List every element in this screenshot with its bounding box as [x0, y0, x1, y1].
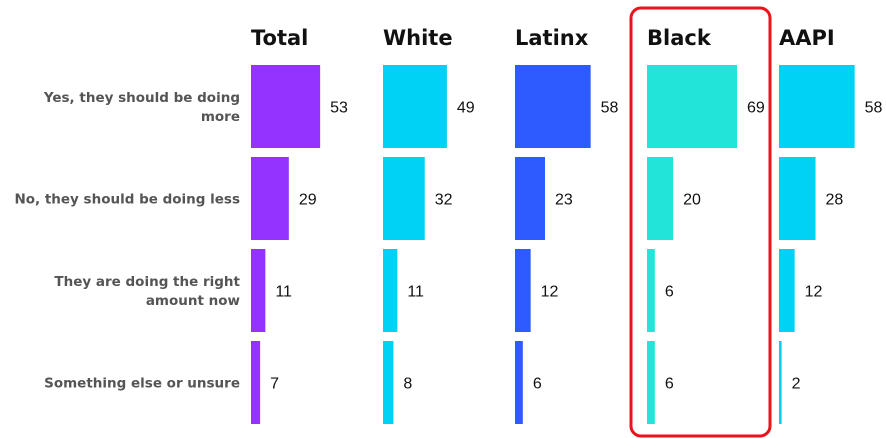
bar — [383, 341, 394, 424]
bar — [251, 65, 321, 148]
row-label: They are doing the right amount now — [54, 274, 240, 309]
bar — [515, 157, 545, 240]
row-label: Yes, they should be doing more — [43, 90, 240, 125]
bar-value-label: 32 — [435, 192, 453, 209]
bar-value-label: 7 — [270, 376, 279, 393]
bar-value-label: 23 — [555, 192, 573, 209]
bar — [251, 341, 261, 424]
bar-value-label: 58 — [601, 100, 619, 117]
bar — [647, 249, 655, 332]
row-label: No, they should be doing less — [14, 192, 240, 208]
row-label: Something else or unsure — [44, 376, 240, 392]
bar — [779, 249, 795, 332]
bar — [515, 249, 531, 332]
row-label-line: No, they should be doing less — [14, 192, 240, 208]
bar-value-label: 6 — [665, 376, 674, 393]
bar-value-label: 58 — [865, 100, 883, 117]
bar — [251, 249, 266, 332]
bar — [515, 65, 591, 148]
bar-value-label: 11 — [275, 284, 292, 301]
column-title: White — [383, 26, 453, 50]
row-label-line: Something else or unsure — [44, 376, 240, 392]
bar — [647, 65, 737, 148]
bar — [251, 157, 289, 240]
row-label-line: more — [201, 109, 240, 125]
bar-value-label: 29 — [299, 192, 317, 209]
bar — [383, 65, 447, 148]
bar-value-label: 69 — [747, 100, 765, 117]
bar-value-label: 12 — [541, 284, 559, 301]
bar-value-label: 20 — [683, 192, 701, 209]
bar — [515, 341, 523, 424]
bar-value-label: 2 — [792, 376, 801, 393]
bar-value-label: 8 — [403, 376, 412, 393]
column-title: Total — [251, 26, 308, 50]
column-title: AAPI — [779, 26, 835, 50]
bar — [779, 157, 816, 240]
bar — [647, 341, 655, 424]
bar — [779, 341, 782, 424]
row-label-line: Yes, they should be doing — [43, 90, 240, 106]
column-title: Black — [647, 26, 712, 50]
bar — [383, 249, 398, 332]
bar — [779, 65, 855, 148]
highlight-box — [629, 6, 772, 438]
bar — [647, 157, 674, 240]
bar-value-label: 12 — [805, 284, 823, 301]
row-label-line: They are doing the right — [54, 274, 240, 290]
bar-value-label: 6 — [665, 284, 674, 301]
bar-value-label: 49 — [457, 100, 475, 117]
bar — [383, 157, 425, 240]
bar-value-label: 11 — [407, 284, 424, 301]
bar-value-label: 53 — [330, 100, 348, 117]
row-label-line: amount now — [146, 293, 240, 309]
bar-value-label: 28 — [826, 192, 844, 209]
bar-value-label: 6 — [533, 376, 542, 393]
column-title: Latinx — [515, 26, 589, 50]
